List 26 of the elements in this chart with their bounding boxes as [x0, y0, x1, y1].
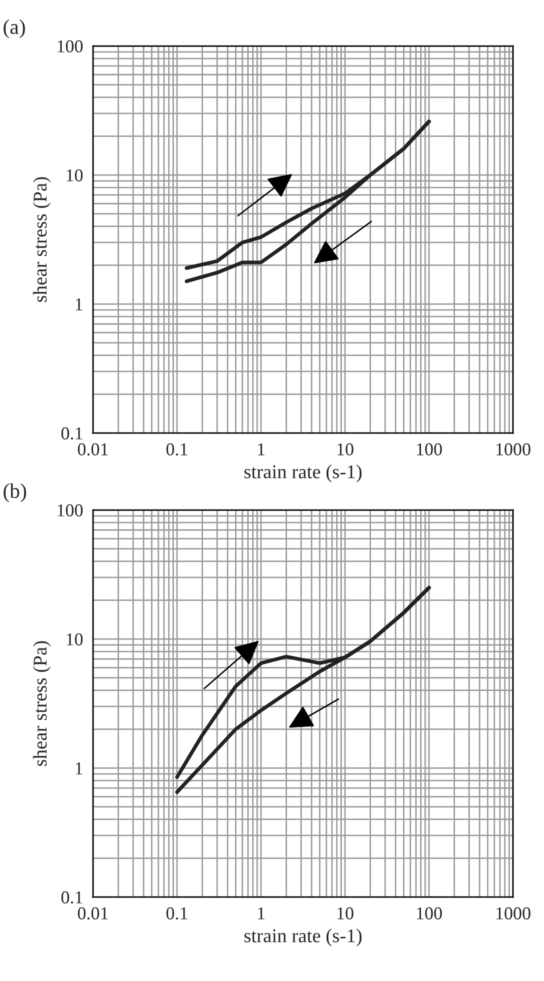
y-tick-label: 10	[66, 633, 83, 646]
chart-title: (b)	[4, 483, 26, 502]
x-tick-label: 1	[258, 443, 264, 456]
y-tick-label: 100	[58, 504, 83, 516]
x-tick-label: 0.01	[78, 443, 108, 456]
y-tick-label: 0.1	[61, 891, 82, 904]
y-axis-title: shear stress (Pa)	[33, 641, 51, 766]
x-tick-label: 0.01	[78, 907, 108, 920]
x-tick-label: 1000	[496, 907, 530, 920]
y-tick-label: 0.1	[61, 427, 82, 440]
x-tick-label: 1000	[496, 443, 530, 456]
y-axis-title: shear stress (Pa)	[33, 177, 51, 302]
chart-title: (a)	[4, 19, 25, 38]
x-tick-label: 0.1	[166, 907, 188, 920]
x-tick-label: 1	[258, 907, 264, 920]
y-tick-label: 1	[76, 298, 82, 310]
x-tick-label: 10	[338, 443, 354, 456]
y-tick-label: 1	[76, 762, 82, 774]
y-tick-label: 10	[66, 169, 83, 182]
x-tick-label: 100	[417, 443, 442, 456]
x-tick-label: 100	[417, 907, 442, 920]
x-axis-title: strain rate (s-1)	[244, 928, 362, 946]
x-axis-title: strain rate (s-1)	[244, 464, 362, 482]
x-tick-label: 10	[338, 907, 354, 920]
y-tick-label: 100	[58, 40, 83, 52]
x-tick-label: 0.1	[166, 443, 188, 456]
